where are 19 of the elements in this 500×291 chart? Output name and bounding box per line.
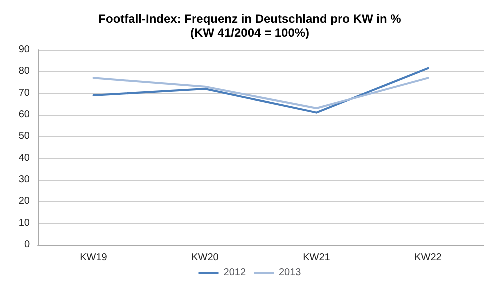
y-tick-label: 60 bbox=[18, 110, 30, 120]
y-tick-label: 40 bbox=[18, 152, 30, 164]
line-series bbox=[92, 67, 430, 114]
y-tick-label: 0 bbox=[24, 240, 30, 250]
x-tick-label: KW20 bbox=[192, 252, 220, 264]
chart-subtitle: (KW 41/2004 = 100%) bbox=[190, 26, 310, 40]
x-tick-label: KW19 bbox=[80, 252, 108, 264]
y-tick-label: 70 bbox=[18, 88, 30, 99]
legend-label: 2012 bbox=[224, 268, 246, 278]
x-tick-label: KW21 bbox=[303, 252, 331, 264]
x-tick-label: KW22 bbox=[414, 252, 442, 264]
y-tick-label: 80 bbox=[18, 66, 30, 78]
legend-label: 2013 bbox=[279, 268, 302, 278]
y-tick-label: 20 bbox=[18, 196, 30, 208]
y-tick-label: 90 bbox=[18, 44, 30, 56]
y-tick-label: 30 bbox=[18, 174, 30, 186]
y-tick-label: 10 bbox=[18, 218, 30, 229]
y-tick-label: 50 bbox=[18, 131, 30, 142]
chart-title: Footfall-Index: Frequenz in Deutschland pro KW in % bbox=[98, 12, 402, 26]
